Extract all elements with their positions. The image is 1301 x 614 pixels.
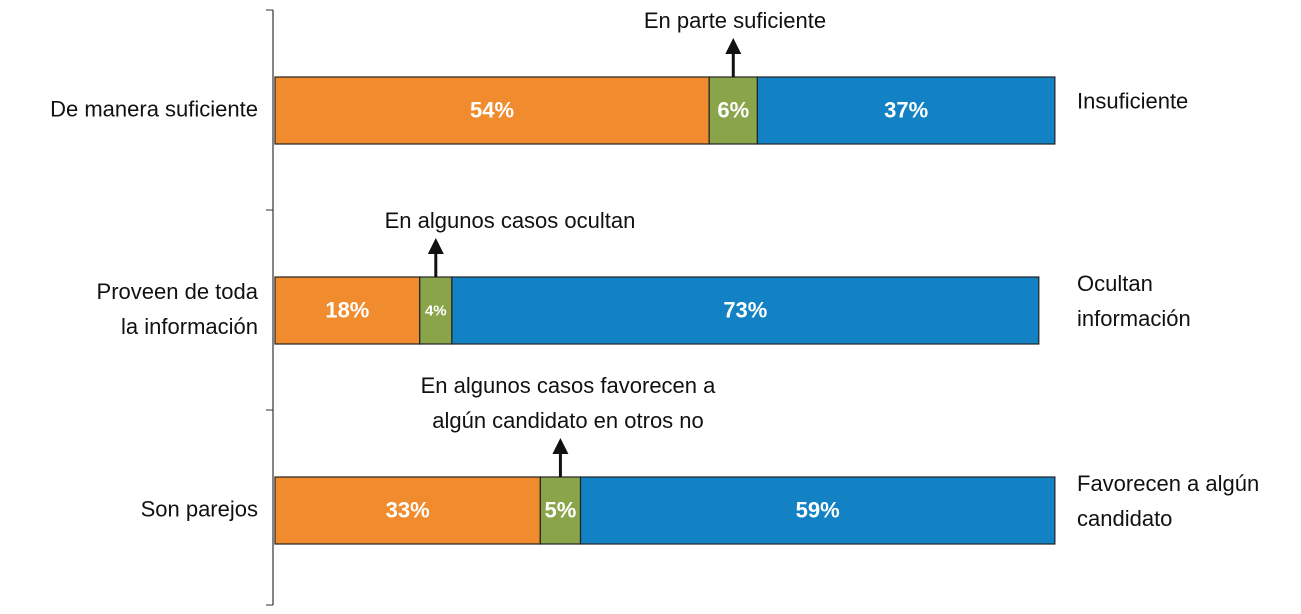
- bar-segment: [274, 276, 421, 345]
- value-label: 73%: [723, 297, 767, 322]
- arrow-head: [552, 438, 569, 454]
- value-label: 4%: [425, 302, 447, 319]
- category-label: De manera suficiente: [50, 96, 258, 121]
- bar-segment: [274, 76, 710, 145]
- value-label: 54%: [470, 97, 514, 122]
- annotation: En algunos casos favorecen a: [421, 373, 717, 398]
- right-label: Favorecen a algún: [1077, 471, 1259, 496]
- bar-segment: [451, 276, 1040, 345]
- annotation: En parte suficiente: [644, 8, 826, 33]
- value-label: 18%: [325, 297, 369, 322]
- right-label: Ocultan: [1077, 271, 1153, 296]
- value-label: 33%: [386, 497, 430, 522]
- value-label: 6%: [717, 97, 749, 122]
- category-label: la información: [121, 314, 258, 339]
- right-label: candidato: [1077, 506, 1172, 531]
- category-label: Proveen de toda: [97, 279, 259, 304]
- right-label: información: [1077, 306, 1191, 331]
- bar-segment: [756, 76, 1056, 145]
- annotation: algún candidato en otros no: [432, 408, 704, 433]
- right-label: Insuficiente: [1077, 88, 1188, 113]
- arrow-head: [427, 238, 444, 254]
- bar-segment: [579, 476, 1056, 545]
- arrow-head: [725, 38, 742, 54]
- value-label: 5%: [545, 497, 577, 522]
- value-label: 59%: [796, 497, 840, 522]
- bar-segment: [708, 76, 758, 145]
- value-label: 37%: [884, 97, 928, 122]
- annotation: En algunos casos ocultan: [385, 208, 636, 233]
- bar-segment: [419, 276, 453, 345]
- category-label: Son parejos: [141, 496, 258, 521]
